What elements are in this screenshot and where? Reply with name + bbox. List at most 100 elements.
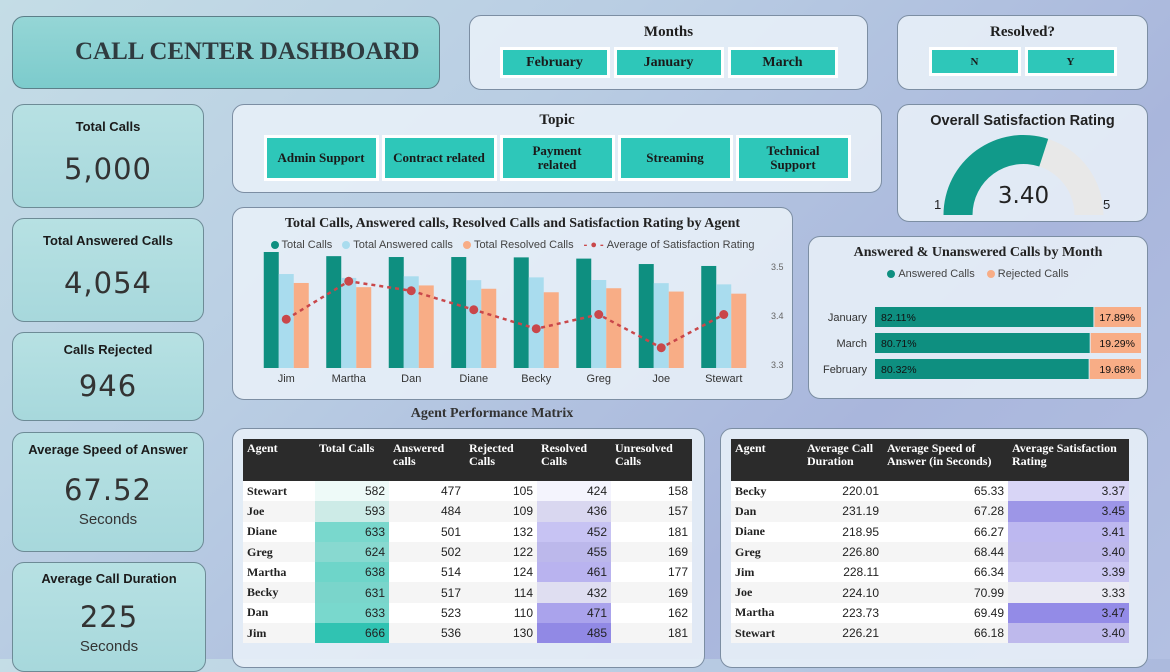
topic-option-admin-support[interactable]: Admin Support xyxy=(263,135,379,181)
dashboard-title-panel: CALL CENTER DASHBOARD xyxy=(12,16,440,89)
kpi-avg-duration-value: 225 xyxy=(79,600,139,634)
topic-slicer: Topic Admin Support Contract related Pay… xyxy=(232,104,882,193)
table-cell: 624 xyxy=(315,541,389,563)
table-cell: 666 xyxy=(315,623,389,644)
table-cell: 109 xyxy=(512,504,533,519)
kpi-calls-rejected-label: Calls Rejected xyxy=(63,342,153,357)
table-cell: Becky xyxy=(247,585,279,600)
table-cell: 536 xyxy=(440,626,461,641)
column-header[interactable]: Rejected Calls xyxy=(465,439,537,481)
table-row: Becky 631 517 114 432 169 xyxy=(243,582,692,603)
bar-diane-s0 xyxy=(451,257,467,368)
table-cell: 218.95 xyxy=(842,524,879,539)
bar-dan-s1 xyxy=(403,276,419,368)
table-cell: 3.40 xyxy=(1008,541,1129,563)
avg-satisfaction-point xyxy=(344,276,354,286)
avg-satisfaction-point xyxy=(594,310,604,319)
bar-answered-january xyxy=(875,307,1094,327)
topic-option-technical-support[interactable]: Technical Support xyxy=(735,135,851,181)
agent-matrix-left-panel: Agent Total Calls Answered calls Rejected C… xyxy=(232,428,705,668)
table-cell: 582 xyxy=(315,481,389,502)
table-row: Jim 666 536 130 485 181 xyxy=(243,623,692,644)
table-row: Becky 220.01 65.33 3.37 xyxy=(731,481,1129,502)
table-cell: Stewart xyxy=(735,625,775,640)
table-cell: 130 xyxy=(512,626,533,641)
bar-becky-s0 xyxy=(513,257,529,368)
table-cell: 231.19 xyxy=(842,504,879,519)
table-cell: 65.33 xyxy=(973,484,1004,499)
gauge-min: 1 xyxy=(934,197,942,212)
month-option-march[interactable]: March xyxy=(727,47,838,78)
column-header[interactable]: Agent xyxy=(243,439,315,481)
bar-answered-march xyxy=(875,333,1090,353)
month-option-february[interactable]: February xyxy=(499,47,610,78)
table-cell: Dan xyxy=(735,503,757,518)
legend-rejected-calls: Rejected Calls xyxy=(986,268,1069,280)
table-cell: 70.99 xyxy=(973,585,1004,600)
month-option-january[interactable]: January xyxy=(613,47,724,78)
table-cell: 220.01 xyxy=(842,484,879,499)
bar-stewart-s1 xyxy=(716,284,732,368)
avg-satisfaction-line xyxy=(285,279,725,350)
table-row: Diane 633 501 132 452 181 xyxy=(243,521,692,542)
table-cell: Becky xyxy=(735,483,767,498)
topic-option-streaming[interactable]: Streaming xyxy=(617,135,733,181)
x-tick-label: Joe xyxy=(652,373,670,385)
table-cell: Greg xyxy=(247,544,273,559)
table-cell: 66.34 xyxy=(973,565,1004,580)
table-cell: Jim xyxy=(247,625,267,640)
bar-martha-s2 xyxy=(356,287,372,368)
column-header[interactable]: Average Satisfaction Rating xyxy=(1008,439,1129,481)
bar-rejected-january xyxy=(1094,307,1141,327)
resolved-option-y[interactable]: Y xyxy=(1024,47,1117,76)
months-slicer: Months February January March xyxy=(469,15,868,90)
legend-avg-satisfaction: - ● - Average of Satisfaction Rating xyxy=(583,239,755,251)
table-cell: 452 xyxy=(537,521,611,542)
satisfaction-gauge xyxy=(943,135,1104,215)
gauge-max: 5 xyxy=(1103,197,1111,212)
table-row: Martha 638 514 124 461 177 xyxy=(243,562,692,583)
column-header[interactable]: Average Speed of Answer (in Seconds) xyxy=(883,439,1008,481)
x-tick-label: Jim xyxy=(278,373,295,385)
kpi-total-calls-label: Total Calls xyxy=(75,119,141,134)
avg-satisfaction-point xyxy=(531,324,541,334)
table-cell: 514 xyxy=(440,565,461,580)
table-row: Dan 231.19 67.28 3.45 xyxy=(731,501,1129,522)
kpi-avg-speed-unit: Seconds xyxy=(78,511,138,528)
column-header[interactable]: Average Call Duration xyxy=(803,439,883,481)
x-tick-label: Martha xyxy=(332,373,367,385)
column-header[interactable]: Total Calls xyxy=(315,439,389,481)
column-header[interactable]: Unresolved Calls xyxy=(611,439,692,481)
bar-greg-s0 xyxy=(576,258,592,368)
resolved-option-n[interactable]: N xyxy=(928,47,1021,76)
x-tick-label: Diane xyxy=(459,373,488,385)
kpi-avg-speed-label: Average Speed of Answer xyxy=(28,442,188,457)
kpi-calls-rejected-value: 946 xyxy=(78,369,138,403)
table-cell: 122 xyxy=(512,545,533,560)
bar-stewart-s0 xyxy=(701,265,717,368)
topic-option-contract-related[interactable]: Contract related xyxy=(381,135,497,181)
bar-rejected-march xyxy=(1090,333,1141,353)
resolved-slicer-title: Resolved? xyxy=(990,24,1055,40)
bar-dan-s2 xyxy=(418,285,434,368)
table-row: Joe 224.10 70.99 3.33 xyxy=(731,582,1129,603)
kpi-total-answered-value: 4,054 xyxy=(63,266,153,300)
bar-joe-s0 xyxy=(638,264,654,368)
table-cell: Diane xyxy=(247,524,277,539)
agent-chart-title: Total Calls, Answered calls, Resolved Ca… xyxy=(284,216,741,231)
agent-chart-panel: Total Calls, Answered calls, Resolved Ca… xyxy=(232,207,793,400)
table-cell: 68.44 xyxy=(973,545,1004,560)
topic-option-payment-related[interactable]: Payment related xyxy=(499,135,615,181)
table-cell: 132 xyxy=(512,524,533,539)
table-cell: 105 xyxy=(512,484,533,499)
table-row: Greg 624 502 122 455 169 xyxy=(243,541,692,563)
table-cell: 455 xyxy=(537,541,611,563)
column-header[interactable]: Answered calls xyxy=(389,439,465,481)
table-cell: 181 xyxy=(667,626,688,641)
table-cell: Jim xyxy=(735,564,755,579)
column-header[interactable]: Agent xyxy=(731,439,803,481)
column-header[interactable]: Resolved Calls xyxy=(537,439,611,481)
kpi-avg-speed-value: 67.52 xyxy=(63,473,153,507)
table-cell: Dan xyxy=(247,605,269,620)
legend-total-resolved: Total Resolved Calls xyxy=(462,239,574,251)
